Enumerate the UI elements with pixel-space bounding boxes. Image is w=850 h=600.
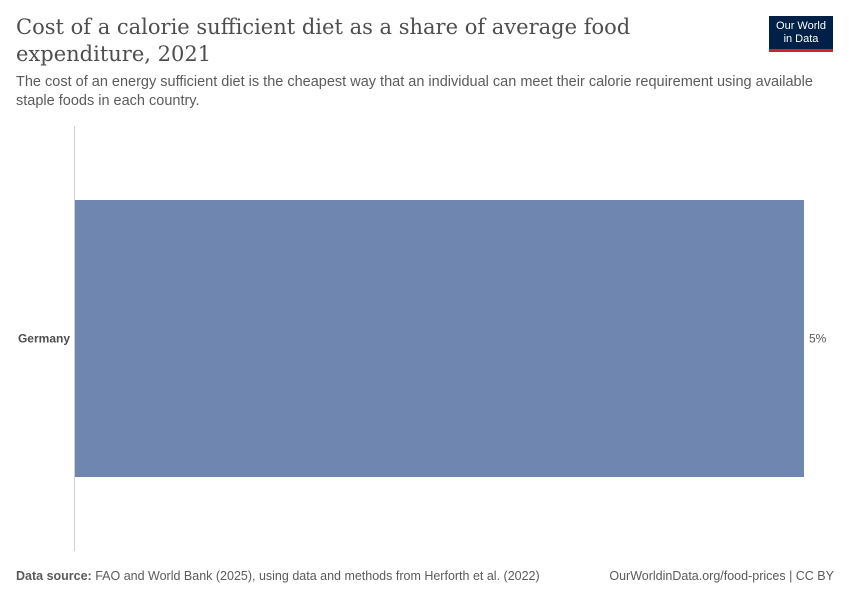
footer-link[interactable]: OurWorldinData.org/food-prices | CC BY — [609, 569, 834, 583]
owid-logo[interactable]: Our World in Data — [769, 16, 833, 52]
bar-germany[interactable] — [75, 200, 804, 477]
data-source-label: Data source: — [16, 569, 92, 583]
logo-line-2: in Data — [783, 32, 819, 45]
bars-group: Germany 5% — [18, 200, 827, 477]
data-source-text[interactable]: FAO and World Bank (2025), using data an… — [95, 569, 540, 583]
logo-line-1: Our World — [776, 20, 826, 32]
chart-title: Cost of a calorie sufficient diet as a s… — [16, 15, 631, 66]
data-source: Data source: FAO and World Bank (2025), … — [16, 569, 540, 583]
value-label: 5% — [809, 332, 827, 346]
chart-subtitle: The cost of an energy sufficient diet is… — [16, 74, 813, 109]
category-label: Germany — [18, 332, 70, 346]
